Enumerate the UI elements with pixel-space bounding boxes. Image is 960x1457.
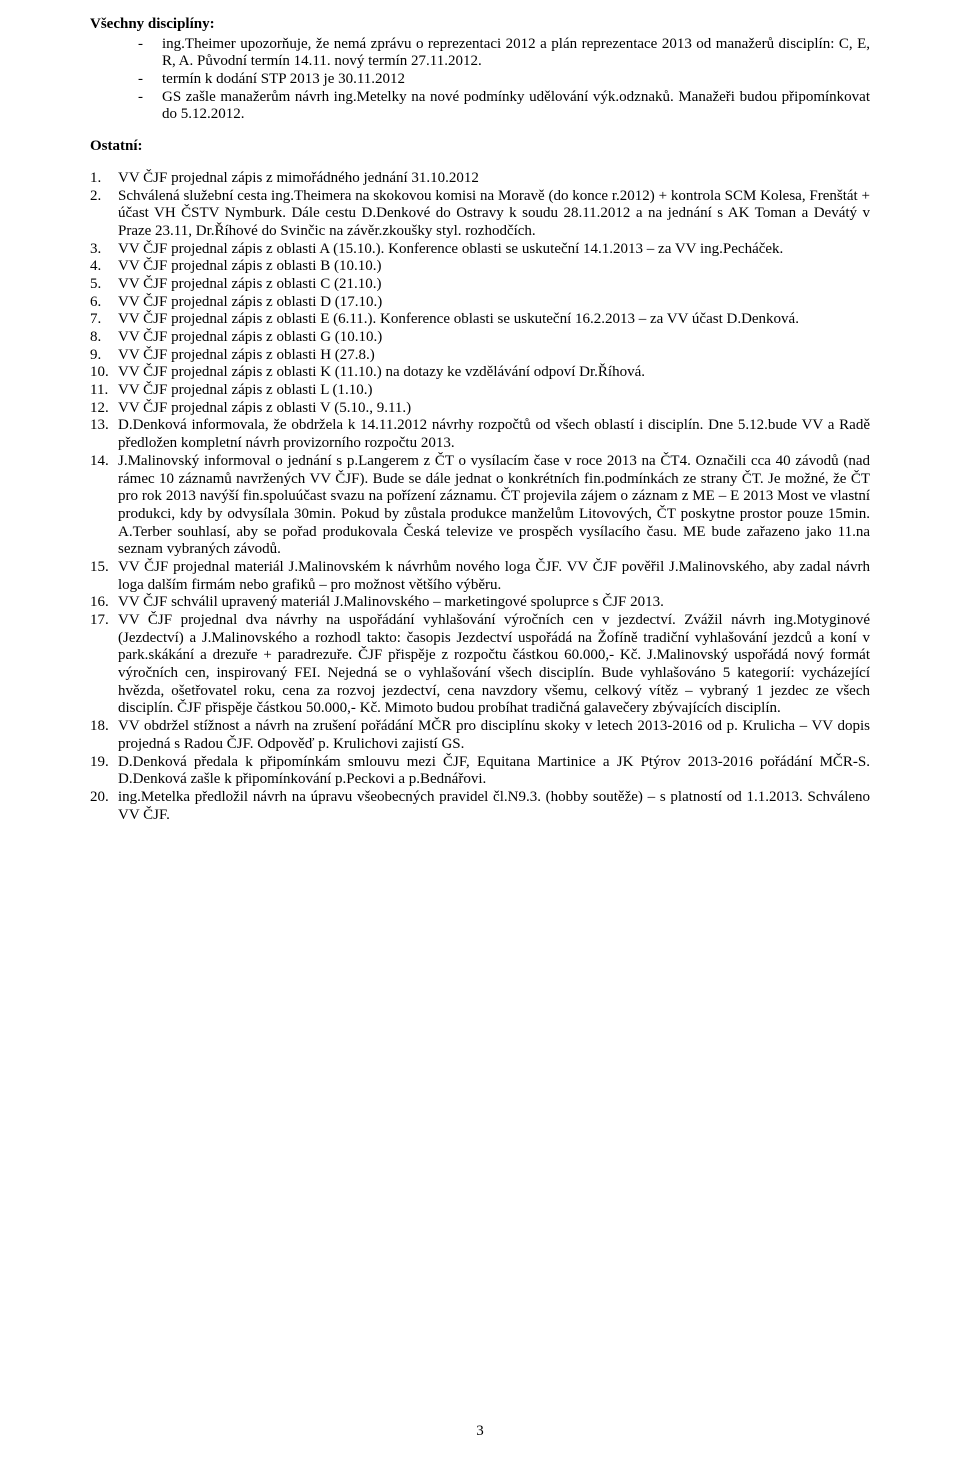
list-item-text: J.Malinovský informoval o jednání s p.La… [118, 453, 870, 559]
list-item: 8.VV ČJF projednal zápis z oblasti G (10… [90, 329, 870, 347]
list-item: - ing.Theimer upozorňuje, že nemá zprávu… [90, 36, 870, 71]
list-item: 4.VV ČJF projednal zápis z oblasti B (10… [90, 258, 870, 276]
dash-icon: - [138, 36, 162, 71]
item-number: 20. [90, 789, 118, 824]
list-item: 9.VV ČJF projednal zápis z oblasti H (27… [90, 347, 870, 365]
item-number: 12. [90, 400, 118, 418]
dash-icon: - [138, 89, 162, 124]
list-item: 1.VV ČJF projednal zápis z mimořádného j… [90, 170, 870, 188]
list-item: 19.D.Denková předala k připomínkám smlou… [90, 754, 870, 789]
item-number: 1. [90, 170, 118, 188]
item-number: 16. [90, 594, 118, 612]
item-number: 11. [90, 382, 118, 400]
item-number: 4. [90, 258, 118, 276]
list-item-text: D.Denková předala k připomínkám smlouvu … [118, 754, 870, 789]
list-item: 11.VV ČJF projednal zápis z oblasti L (1… [90, 382, 870, 400]
list-item-text: ing.Theimer upozorňuje, že nemá zprávu o… [162, 36, 870, 71]
list-item: 3.VV ČJF projednal zápis z oblasti A (15… [90, 241, 870, 259]
list-item: 7.VV ČJF projednal zápis z oblasti E (6.… [90, 311, 870, 329]
list-item-text: VV ČJF projednal zápis z oblasti B (10.1… [118, 258, 870, 276]
heading-all-disciplines: Všechny disciplíny: [90, 16, 870, 34]
list-item: 20.ing.Metelka předložil návrh na úpravu… [90, 789, 870, 824]
list-item-text: VV ČJF projednal zápis z oblasti H (27.8… [118, 347, 870, 365]
list-item-text: VV ČJF schválil upravený materiál J.Mali… [118, 594, 870, 612]
other-numbered-list: 1.VV ČJF projednal zápis z mimořádného j… [90, 170, 870, 824]
list-item-text: ing.Metelka předložil návrh na úpravu vš… [118, 789, 870, 824]
list-item-text: VV ČJF projednal zápis z oblasti A (15.1… [118, 241, 870, 259]
page-number: 3 [0, 1423, 960, 1441]
item-number: 8. [90, 329, 118, 347]
dash-icon: - [138, 71, 162, 89]
item-number: 2. [90, 188, 118, 241]
list-item-text: termín k dodání STP 2013 je 30.11.2012 [162, 71, 870, 89]
list-item-text: Schválená služební cesta ing.Theimera na… [118, 188, 870, 241]
heading-other: Ostatní: [90, 138, 870, 156]
list-item-text: VV ČJF projednal zápis z oblasti E (6.11… [118, 311, 870, 329]
item-number: 10. [90, 364, 118, 382]
list-item: 18.VV obdržel stížnost a návrh na zrušen… [90, 718, 870, 753]
document-page: Všechny disciplíny: - ing.Theimer upozor… [0, 0, 960, 1457]
item-number: 5. [90, 276, 118, 294]
list-item-text: VV ČJF projednal zápis z mimořádného jed… [118, 170, 870, 188]
list-item-text: VV ČJF projednal zápis z oblasti C (21.1… [118, 276, 870, 294]
item-number: 14. [90, 453, 118, 559]
list-item: 13.D.Denková informovala, že obdržela k … [90, 417, 870, 452]
list-item: 2.Schválená služební cesta ing.Theimera … [90, 188, 870, 241]
list-item-text: VV ČJF projednal zápis z oblasti L (1.10… [118, 382, 870, 400]
list-item-text: VV ČJF projednal materiál J.Malinovském … [118, 559, 870, 594]
list-item-text: VV ČJF projednal zápis z oblasti D (17.1… [118, 294, 870, 312]
spacer [90, 158, 870, 170]
list-item-text: VV ČJF projednal zápis z oblasti K (11.1… [118, 364, 870, 382]
list-item-text: VV ČJF projednal dva návrhy na uspořádán… [118, 612, 870, 718]
list-item: 12.VV ČJF projednal zápis z oblasti V (5… [90, 400, 870, 418]
list-item: 14.J.Malinovský informoval o jednání s p… [90, 453, 870, 559]
list-item-text: VV obdržel stížnost a návrh na zrušení p… [118, 718, 870, 753]
item-number: 17. [90, 612, 118, 718]
list-item-text: VV ČJF projednal zápis z oblasti G (10.1… [118, 329, 870, 347]
item-number: 6. [90, 294, 118, 312]
item-number: 13. [90, 417, 118, 452]
list-item-text: VV ČJF projednal zápis z oblasti V (5.10… [118, 400, 870, 418]
list-item: 17.VV ČJF projednal dva návrhy na uspořá… [90, 612, 870, 718]
item-number: 9. [90, 347, 118, 365]
list-item: - GS zašle manažerům návrh ing.Metelky n… [90, 89, 870, 124]
list-item: 10.VV ČJF projednal zápis z oblasti K (1… [90, 364, 870, 382]
list-item: 6.VV ČJF projednal zápis z oblasti D (17… [90, 294, 870, 312]
list-item: 16.VV ČJF schválil upravený materiál J.M… [90, 594, 870, 612]
list-item-text: GS zašle manažerům návrh ing.Metelky na … [162, 89, 870, 124]
list-item-text: D.Denková informovala, že obdržela k 14.… [118, 417, 870, 452]
item-number: 19. [90, 754, 118, 789]
all-disciplines-list: - ing.Theimer upozorňuje, že nemá zprávu… [90, 36, 870, 124]
item-number: 3. [90, 241, 118, 259]
list-item: 15.VV ČJF projednal materiál J.Malinovsk… [90, 559, 870, 594]
list-item: 5.VV ČJF projednal zápis z oblasti C (21… [90, 276, 870, 294]
item-number: 15. [90, 559, 118, 594]
item-number: 7. [90, 311, 118, 329]
list-item: - termín k dodání STP 2013 je 30.11.2012 [90, 71, 870, 89]
item-number: 18. [90, 718, 118, 753]
